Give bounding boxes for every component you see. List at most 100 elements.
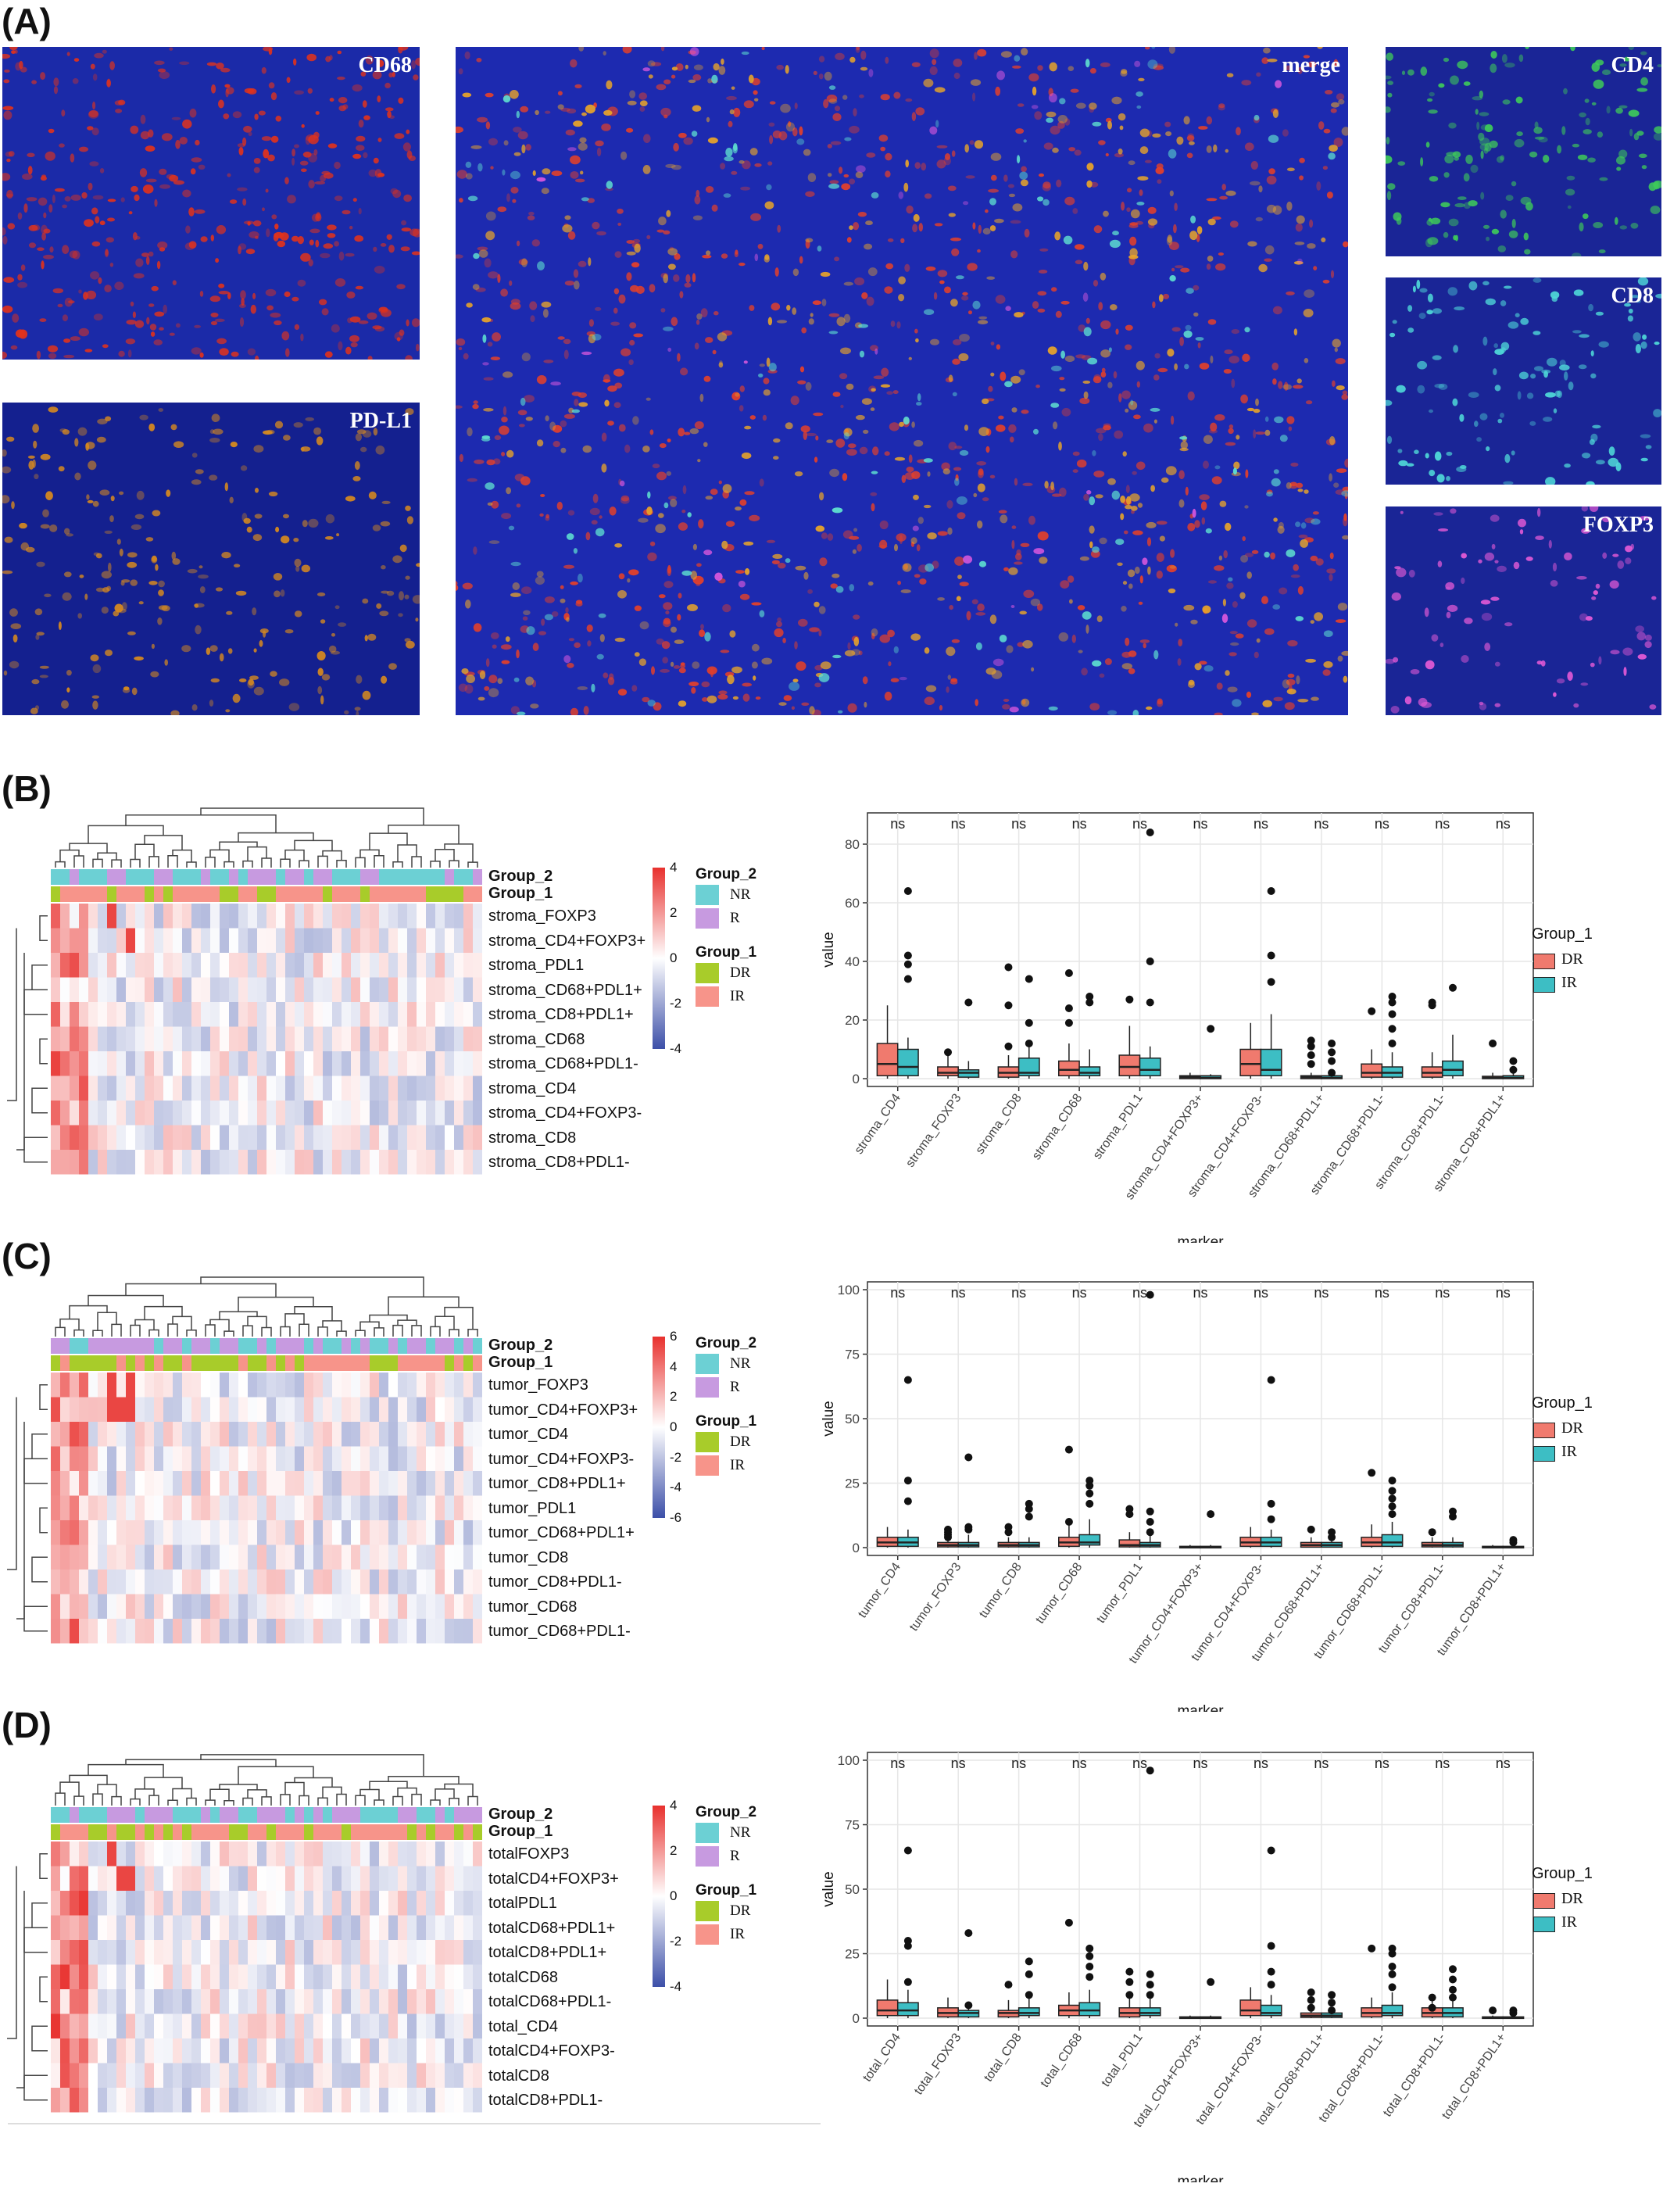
heatmap-cell [135,1076,145,1101]
cell-spot [1428,109,1438,114]
heatmap-cell [285,1989,295,2014]
cell-spot [814,456,818,463]
colorbar-tick: 2 [670,1389,678,1405]
cell-spot [1425,453,1429,459]
cell-spot [1100,320,1111,330]
heatmap-cell [454,1940,463,1965]
heatmap-cell [360,1002,370,1027]
cell-spot [1158,294,1164,302]
heatmap-cell [351,1471,360,1496]
heatmap-cell [238,2038,248,2063]
group1-cell [276,1355,285,1371]
cell-spot [249,675,259,680]
cell-spot [662,657,669,664]
cell-spot [916,402,922,406]
heatmap-cell [426,1544,435,1570]
heatmap-cell [107,1989,116,2014]
cell-spot [1156,570,1163,579]
cell-spot [265,188,269,193]
cell-spot [72,78,79,84]
heatmap-cell [98,1915,107,1940]
cell-spot [491,500,499,509]
heatmap-cell [116,953,126,978]
cell-spot [665,163,676,168]
cell-spot [541,188,549,195]
cell-spot [211,84,216,94]
cell-spot [1553,408,1557,413]
heatmap-cell [191,2013,201,2038]
cell-spot [855,171,864,178]
cell-spot [216,63,224,70]
heatmap-cell [379,2038,388,2063]
cell-spot [1438,383,1448,390]
cell-spot [154,60,165,66]
heatmap-cell [145,904,154,929]
cell-spot [277,240,286,248]
heatmap-cell [370,1594,379,1619]
cell-spot [599,515,603,519]
heatmap-cell [407,1026,417,1051]
cell-spot [853,528,858,532]
cell-spot [409,228,420,237]
cell-spot [663,79,671,84]
dendrogram-branch [144,835,183,850]
cell-spot [294,610,302,617]
heatmap-cell [407,1940,417,1965]
heatmap-cell [88,1026,98,1051]
heatmap-cell [426,1026,435,1051]
heatmap-cell [388,1915,398,1940]
cell-spot [1640,77,1648,86]
micro-cd4-image [1386,47,1661,256]
cell-spot [194,209,206,214]
cell-spot [649,541,656,546]
heatmap-cell [182,928,191,953]
cell-spot [556,501,563,510]
cell-spot [1519,529,1524,535]
heatmap-cell [285,1915,295,1940]
heatmap-cell [295,2038,304,2063]
box-body [1058,1060,1080,1076]
heatmap-cell [163,1964,173,1989]
heatmap-cell [398,953,407,978]
heatmap-cell [79,1373,88,1398]
cell-spot [399,591,404,601]
heatmap-cell [435,1101,445,1126]
heatmap-cell [126,1520,135,1545]
cell-spot [1454,306,1465,311]
cell-spot [1490,596,1500,601]
cell-spot [579,137,587,143]
heatmap-cell [145,1964,154,1989]
cell-spot [674,639,685,644]
cell-spot [701,681,710,688]
heatmap-cell [257,1002,266,1027]
heatmap-cell [98,977,107,1002]
cell-spot [108,562,112,572]
cell-spot [373,246,377,252]
cell-spot [1497,565,1507,572]
heatmap-cell [417,1866,426,1891]
cell-spot [210,234,214,242]
heatmap-cell [238,1422,248,1447]
heatmap-cell [126,1471,135,1496]
cell-spot [64,528,70,535]
dendrogram-branch [69,1774,108,1785]
group2-cell [426,869,435,885]
heatmap-cell [229,904,238,929]
heatmap-cell [60,1076,70,1101]
cell-spot [1590,662,1595,668]
heatmap-cell [220,1051,229,1076]
heatmap-cell [163,1842,173,1867]
cell-spot [268,491,278,497]
heatmap-cell [323,1422,332,1447]
cell-spot [313,427,322,435]
cell-spot [519,424,525,428]
cell-spot [712,349,717,355]
cell-spot [516,503,521,508]
cell-spot [195,625,202,635]
cell-spot [1083,391,1089,399]
heatmap-cell [257,1989,266,2014]
dendrogram-branch [219,841,258,850]
cell-spot [539,513,544,517]
cell-spot [717,694,728,700]
heatmap-cell [398,1940,407,1965]
